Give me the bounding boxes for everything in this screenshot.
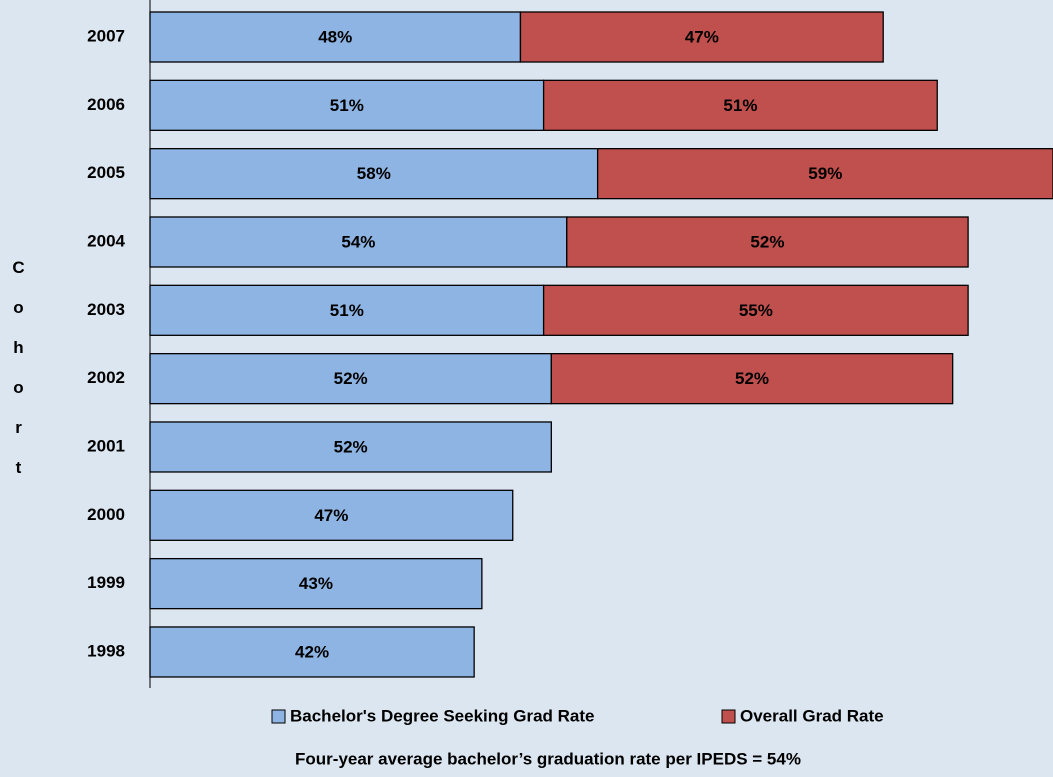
bar-segment bbox=[149, 11, 522, 63]
bar-segment bbox=[519, 11, 884, 63]
bar-segment bbox=[149, 421, 552, 473]
footnote: Four-year average bachelor’s graduation … bbox=[295, 749, 801, 768]
data-label: 52% bbox=[735, 369, 769, 388]
data-label: 59% bbox=[808, 164, 842, 183]
bar-segment bbox=[149, 489, 514, 541]
data-label: 43% bbox=[299, 574, 333, 593]
y-tick-label: 1998 bbox=[87, 641, 125, 660]
data-label: 55% bbox=[739, 301, 773, 320]
y-tick-label: 2006 bbox=[87, 95, 125, 114]
y-tick-label: 2005 bbox=[87, 163, 125, 182]
y-tick-label: 2007 bbox=[87, 26, 125, 45]
bar-segment bbox=[149, 557, 483, 610]
data-label: 54% bbox=[341, 232, 375, 251]
bar-segment bbox=[542, 284, 969, 336]
data-label: 51% bbox=[723, 96, 757, 115]
data-label: 52% bbox=[334, 437, 368, 456]
data-label: 42% bbox=[295, 642, 329, 661]
data-label: 47% bbox=[685, 27, 719, 46]
data-label: 48% bbox=[318, 27, 352, 46]
bar-segment bbox=[149, 352, 552, 405]
legend-label: Bachelor's Degree Seeking Grad Rate bbox=[290, 706, 595, 725]
bar-segment bbox=[566, 216, 969, 268]
data-label: 58% bbox=[357, 164, 391, 183]
legend-label: Overall Grad Rate bbox=[740, 706, 884, 725]
y-tick-label: 2003 bbox=[87, 300, 125, 319]
bar-segment bbox=[149, 79, 545, 131]
y-tick-label: 2004 bbox=[87, 231, 125, 250]
bar-segment bbox=[596, 148, 1053, 200]
bar-segment bbox=[149, 148, 599, 200]
data-label: 51% bbox=[330, 96, 364, 115]
y-tick-label: 1999 bbox=[87, 573, 125, 592]
y-axis-label: Cohort bbox=[9, 258, 28, 498]
y-tick-label: 2001 bbox=[87, 436, 125, 455]
bar-segment bbox=[550, 352, 954, 405]
data-label: 52% bbox=[750, 232, 784, 251]
legend-swatch bbox=[721, 709, 736, 724]
y-tick-label: 2000 bbox=[87, 505, 125, 524]
bar-segment bbox=[542, 79, 938, 131]
legend-swatch bbox=[271, 709, 286, 724]
bar-segment bbox=[149, 626, 475, 678]
data-label: 51% bbox=[330, 301, 364, 320]
data-label: 52% bbox=[334, 369, 368, 388]
y-tick-label: 2002 bbox=[87, 368, 125, 387]
data-label: 47% bbox=[314, 506, 348, 525]
